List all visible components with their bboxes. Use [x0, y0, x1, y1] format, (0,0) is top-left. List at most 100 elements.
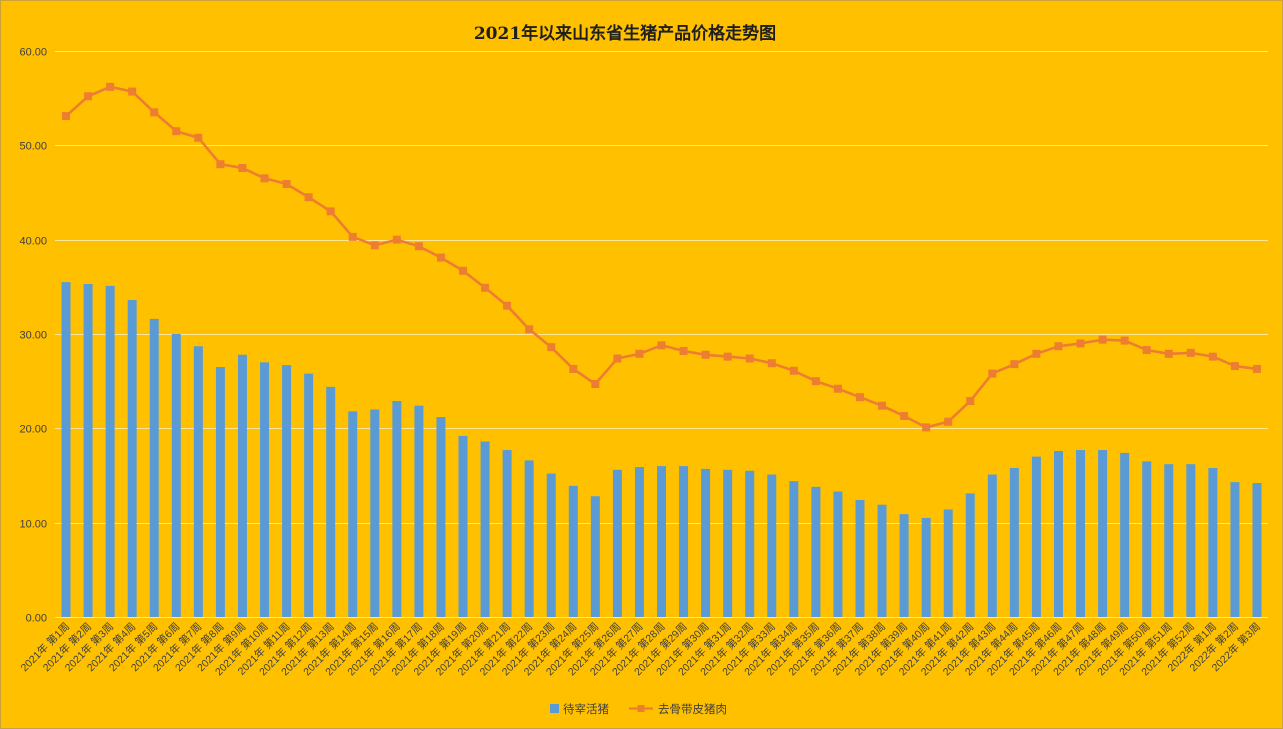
meat-price-marker: [1120, 336, 1129, 345]
live-pig-bar: [657, 466, 666, 617]
legend-swatch-meat-marker: [637, 705, 645, 712]
live-pig-bar: [921, 517, 931, 617]
meat-price-marker: [238, 163, 247, 172]
legend-label-live-pig: 待宰活猪: [563, 702, 609, 716]
live-pig-bar: [1009, 467, 1019, 617]
live-pig-bar: [987, 474, 997, 617]
live-pig-bar: [1031, 456, 1041, 617]
meat-price-marker: [1142, 346, 1151, 355]
live-pig-bar: [1053, 450, 1063, 617]
meat-price-marker: [591, 379, 600, 388]
meat-price-marker: [525, 325, 534, 334]
live-pig-bar: [1098, 450, 1108, 617]
live-pig-bar: [789, 481, 799, 617]
live-pig-bar: [723, 469, 733, 617]
live-pig-bar: [171, 334, 181, 617]
meat-price-marker: [436, 253, 445, 262]
live-pig-bar: [480, 441, 490, 617]
live-pig-bar: [899, 514, 909, 617]
live-pig-bar: [767, 474, 777, 617]
live-pig-bar: [127, 300, 137, 617]
meat-price-marker: [1032, 349, 1041, 358]
meat-price-marker: [701, 350, 710, 359]
meat-price-marker: [1208, 352, 1217, 361]
live-pig-bar: [612, 469, 622, 617]
meat-price-marker: [679, 346, 688, 355]
live-pig-bar: [304, 373, 314, 617]
live-pig-bar: [833, 491, 843, 617]
meat-price-marker: [503, 301, 512, 310]
meat-price-marker: [635, 349, 644, 358]
live-pig-bar: [348, 411, 358, 617]
meat-price-marker: [106, 82, 115, 91]
meat-price-marker: [128, 87, 137, 96]
meat-price-marker: [1252, 364, 1261, 373]
y-tick-label: 10.00: [19, 519, 47, 531]
meat-price-marker: [282, 180, 291, 189]
live-pig-bar: [326, 386, 336, 617]
legend-label-meat: 去骨带皮猪肉: [658, 703, 727, 716]
meat-price-marker: [348, 232, 357, 241]
meat-price-marker: [370, 241, 379, 250]
live-pig-bar: [568, 485, 578, 617]
live-pig-bar: [215, 367, 225, 617]
live-pig-bar: [1252, 483, 1262, 617]
live-pig-bar: [370, 409, 380, 617]
live-pig-bar: [237, 354, 247, 617]
meat-price-marker: [216, 160, 225, 169]
meat-price-marker: [657, 341, 666, 350]
y-axis-tick-labels: 0.00 10.00 20.00 30.00 40.00 50.00 60.00: [19, 47, 47, 625]
live-pig-bar: [1076, 450, 1086, 617]
live-pig-bar: [414, 405, 424, 617]
meat-price-marker: [1054, 342, 1063, 351]
meat-price-marker: [414, 242, 423, 251]
live-pig-bar: [282, 365, 292, 617]
meat-price-marker: [260, 174, 269, 183]
live-pig-bar: [502, 450, 512, 617]
meat-price-marker: [84, 92, 93, 101]
live-pig-bar: [679, 466, 689, 617]
live-pig-bar: [1208, 467, 1218, 617]
meat-price-marker: [304, 193, 313, 202]
y-tick-label: 20.00: [19, 424, 47, 436]
y-tick-label: 0.00: [26, 613, 47, 625]
live-pig-bar: [458, 435, 468, 617]
meat-price-marker: [1164, 349, 1173, 358]
meat-price-marker: [833, 384, 842, 393]
live-pig-bar: [436, 417, 446, 617]
meat-price-marker: [723, 352, 732, 361]
meat-price-marker: [966, 396, 975, 405]
live-pig-bar: [260, 362, 270, 617]
meat-price-marker: [194, 133, 203, 142]
meat-price-marker: [172, 127, 181, 136]
meat-price-marker: [1186, 348, 1195, 357]
meat-price-marker: [326, 207, 335, 216]
meat-price-marker: [855, 393, 864, 402]
meat-price-marker: [613, 354, 622, 363]
meat-price-marker: [150, 108, 159, 117]
meat-price-marker: [569, 364, 578, 373]
live-pig-bar: [855, 500, 865, 617]
meat-price-marker: [944, 417, 953, 426]
live-pig-bar: [193, 346, 203, 617]
meat-price-marker: [767, 359, 776, 368]
live-pig-bars: [61, 282, 1262, 617]
meat-price-marker: [481, 283, 490, 292]
live-pig-bar: [1230, 482, 1240, 617]
live-pig-bar: [1164, 464, 1174, 617]
live-pig-bar: [1186, 464, 1196, 617]
meat-price-marker: [1230, 362, 1239, 371]
live-pig-bar: [546, 473, 556, 617]
meat-price-marker: [62, 112, 71, 121]
live-pig-bar: [524, 460, 534, 617]
live-pig-bar: [1120, 452, 1130, 617]
live-pig-bar: [392, 400, 402, 617]
meat-price-marker: [1076, 339, 1085, 348]
legend-swatch-live-pig: [550, 704, 559, 713]
meat-price-marker: [392, 235, 401, 244]
meat-price-marker: [878, 401, 887, 410]
gridlines: [55, 51, 1268, 618]
